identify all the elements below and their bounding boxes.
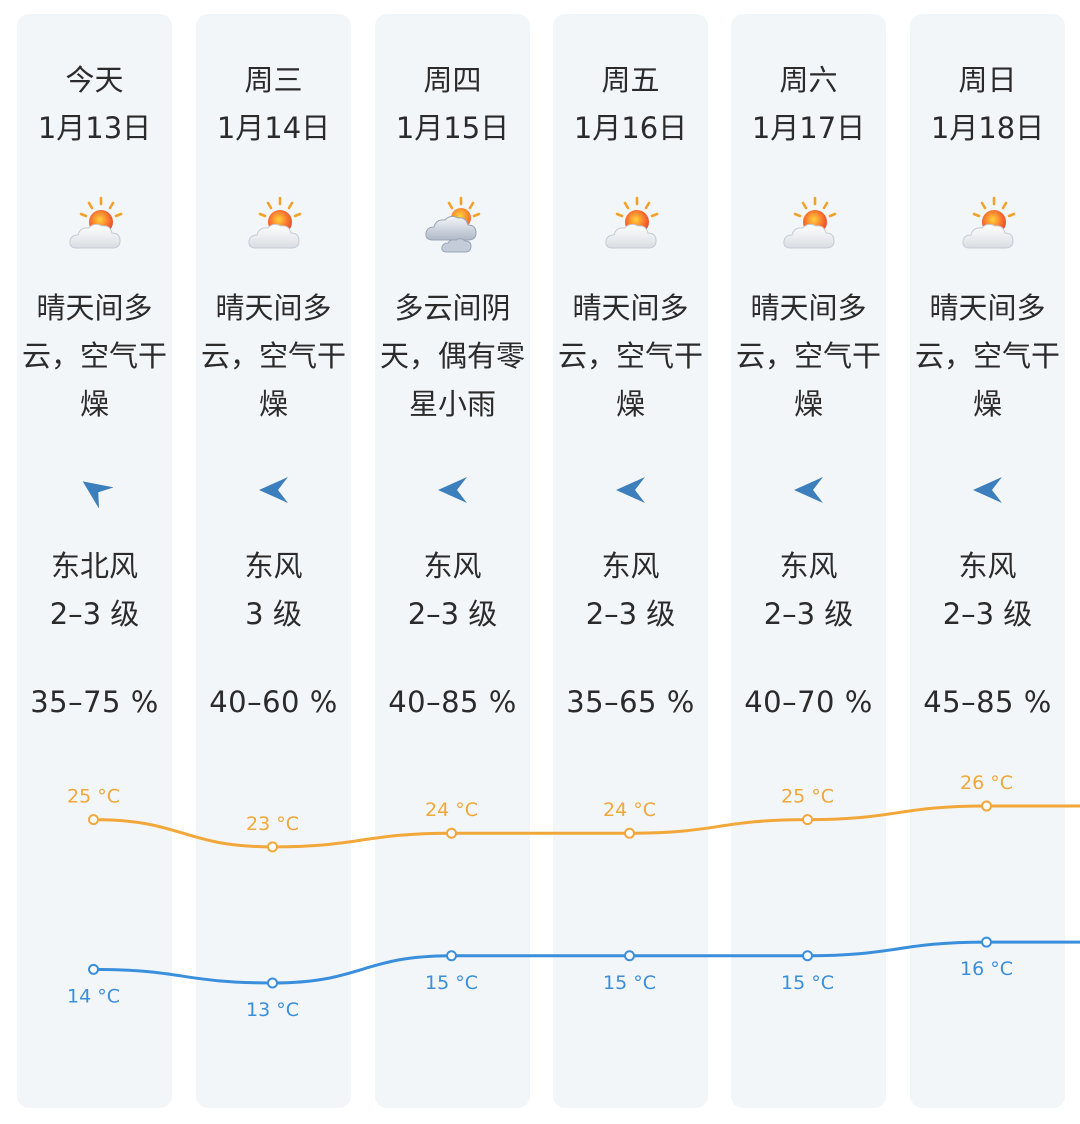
- weather-condition: 晴天间多云，空气干燥: [21, 291, 167, 421]
- date-label: 1月15日: [395, 111, 510, 145]
- wind-level: 2–3 级: [763, 597, 854, 631]
- date-label: 1月17日: [751, 111, 866, 145]
- day-column: 周日 1月18日 晴天间多云，空气干燥 东风: [910, 14, 1065, 1108]
- wind-level: 3 级: [245, 597, 302, 631]
- sun-cloud-icon: [553, 194, 708, 264]
- arrow-northeast-icon: [17, 472, 172, 516]
- humidity-range: 40–85 %: [388, 685, 517, 719]
- day-column: 周六 1月17日 晴天间多云，空气干燥 东风: [731, 14, 886, 1108]
- date-label: 1月13日: [37, 111, 152, 145]
- weather-condition: 晴天间多云，空气干燥: [200, 291, 346, 421]
- wind-direction: 东风: [958, 549, 1017, 583]
- wind-direction: 东风: [601, 549, 660, 583]
- weather-condition: 多云间阴天，偶有零星小雨: [379, 291, 525, 421]
- day-column: 周三 1月14日 晴天间多云，空气干燥 东风: [196, 14, 351, 1108]
- wind-direction: 东风: [779, 549, 838, 583]
- humidity-range: 40–60 %: [209, 685, 338, 719]
- wind-direction: 东北风: [50, 549, 138, 583]
- day-column: 今天 1月13日 晴天间多云，空气干燥 东北风: [17, 14, 172, 1108]
- arrow-east-icon: [910, 472, 1065, 516]
- date-label: 1月14日: [216, 111, 331, 145]
- day-label: 周六: [779, 63, 838, 97]
- weather-condition: 晴天间多云，空气干燥: [557, 291, 703, 421]
- day-column: 周四 1月15日 多云间阴天，偶有零星小雨 东风: [375, 14, 530, 1108]
- date-label: 1月18日: [930, 111, 1045, 145]
- arrow-east-icon: [731, 472, 886, 516]
- sun-cloud-icon: [196, 194, 351, 264]
- wind-direction: 东风: [423, 549, 482, 583]
- wind-direction: 东风: [244, 549, 303, 583]
- day-label: 周四: [423, 63, 482, 97]
- wind-level: 2–3 级: [942, 597, 1033, 631]
- sun-cloud-icon: [910, 194, 1065, 264]
- day-label: 周三: [244, 63, 303, 97]
- day-label: 周五: [601, 63, 660, 97]
- wind-level: 2–3 级: [49, 597, 140, 631]
- day-column: 周五 1月16日 晴天间多云，空气干燥 东风: [553, 14, 708, 1108]
- humidity-range: 35–75 %: [30, 685, 159, 719]
- date-label: 1月16日: [573, 111, 688, 145]
- arrow-east-icon: [375, 472, 530, 516]
- cloud-sun-icon: [375, 194, 530, 264]
- arrow-east-icon: [196, 472, 351, 516]
- weather-condition: 晴天间多云，空气干燥: [735, 291, 881, 421]
- wind-level: 2–3 级: [585, 597, 676, 631]
- arrow-east-icon: [553, 472, 708, 516]
- sun-cloud-icon: [17, 194, 172, 264]
- weather-condition: 晴天间多云，空气干燥: [914, 291, 1060, 421]
- humidity-range: 45–85 %: [923, 685, 1052, 719]
- humidity-range: 40–70 %: [744, 685, 873, 719]
- day-label: 今天: [65, 63, 124, 97]
- sun-cloud-icon: [731, 194, 886, 264]
- day-label: 周日: [958, 63, 1017, 97]
- humidity-range: 35–65 %: [566, 685, 695, 719]
- wind-level: 2–3 级: [407, 597, 498, 631]
